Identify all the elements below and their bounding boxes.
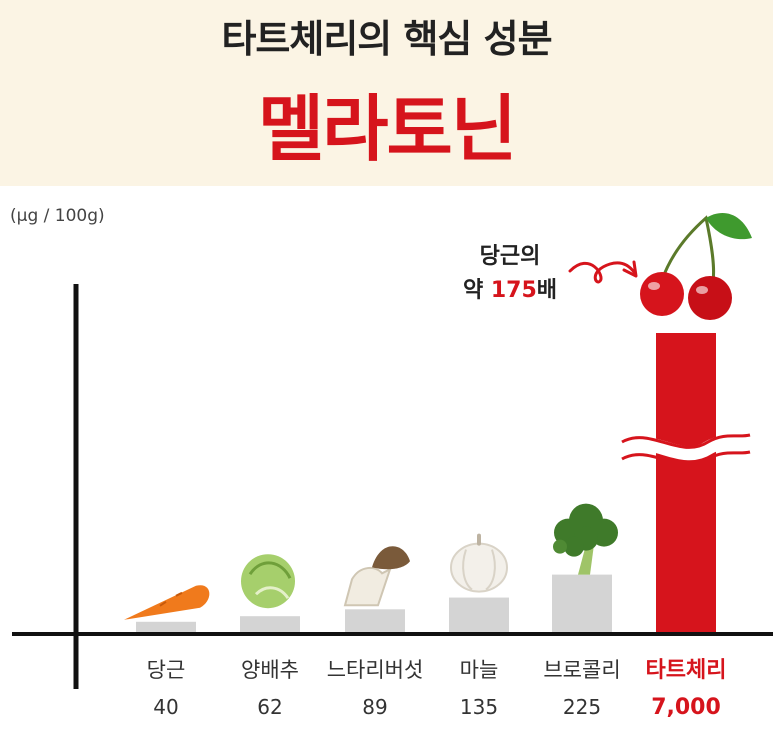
bar-0	[136, 621, 196, 632]
annotation-line2: 약 175배	[440, 274, 580, 308]
cherry-icon	[640, 212, 752, 320]
page-title: 타트체리의 핵심 성분	[221, 17, 552, 61]
icons-layer	[124, 212, 752, 620]
annotation-arrowhead	[622, 260, 638, 278]
axis-break-line-top	[621, 433, 751, 449]
axis-break-gap	[618, 434, 752, 461]
annotation-prefix: 약	[462, 278, 491, 303]
bar-1	[240, 616, 300, 632]
carrot-icon	[124, 585, 210, 620]
category-label-0: 당근	[147, 658, 186, 682]
value-label-5: 7,000	[651, 695, 721, 720]
category-label-4: 브로콜리	[543, 658, 620, 682]
category-label-5: 타트체리	[646, 658, 727, 683]
bar-4	[552, 574, 612, 632]
annotation-suffix: 배	[536, 278, 558, 303]
cabbage-icon	[241, 554, 295, 609]
value-label-4: 225	[563, 695, 601, 719]
annotation-line1: 당근의	[479, 244, 541, 269]
bars-layer	[136, 333, 752, 632]
comparison-annotation: 당근의 약 175배	[440, 240, 580, 308]
unit-label: (µg / 100g)	[10, 206, 105, 226]
bar-2	[345, 609, 405, 632]
category-label-3: 마늘	[460, 658, 499, 682]
page-subtitle: 멜라토닌	[258, 87, 517, 171]
bar-5	[656, 333, 716, 632]
axis-break-line-bottom	[621, 450, 751, 466]
annotation-arrow	[568, 261, 636, 284]
category-label-1: 양배추	[241, 658, 299, 682]
value-label-0: 40	[153, 695, 178, 719]
category-label-2: 느타리버섯	[327, 658, 424, 682]
annotation-multiplier: 175	[490, 278, 537, 303]
value-label-1: 62	[257, 695, 282, 719]
bar-3	[449, 597, 509, 632]
broccoli-icon	[553, 503, 618, 575]
value-label-3: 135	[460, 695, 498, 719]
melatonin-bar-chart: 당근 40 양배추 62 느타리버섯 89 마늘 135 브로콜리 225 타트체리 7,000	[12, 212, 773, 720]
value-label-2: 89	[362, 695, 387, 719]
header: 타트체리의 핵심 성분 멜라토닌	[0, 0, 773, 186]
mushroom-icon	[343, 546, 410, 607]
labels-layer: 당근 40 양배추 62 느타리버섯 89 마늘 135 브로콜리 225 타트체리 7,000	[147, 658, 727, 720]
garlic-icon	[450, 533, 508, 593]
